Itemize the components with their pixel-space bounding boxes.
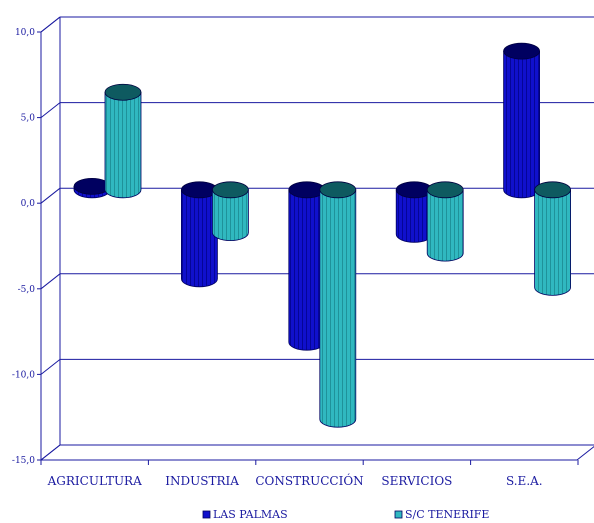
bar (534, 181, 571, 296)
bar (211, 181, 249, 241)
gridline-diag (40, 102, 61, 118)
category-label: AGRICULTURA (47, 474, 142, 488)
legend-label: LAS PALMAS (213, 508, 288, 521)
category-label: S.E.A. (506, 474, 543, 488)
y-axis-ticks: 10,0 5,0 0,0 -5,0 -10,0 -15,0 (12, 28, 41, 466)
bar-cap (503, 42, 540, 60)
bar (426, 181, 464, 262)
x-axis-categories: AGRICULTURA INDUSTRIA CONSTRUCCIÓN SERVICIO… (40, 460, 579, 488)
bar-cap (319, 181, 357, 199)
category-label: SERVICIOS (381, 474, 452, 488)
bars (73, 42, 571, 428)
bar-body (104, 91, 142, 199)
legend-label: S/C TENERIFE (405, 508, 489, 521)
y-tick-label: 0,0 (21, 199, 36, 209)
floor-right-edge (576, 445, 594, 461)
legend-swatch (394, 510, 403, 519)
bar (73, 177, 111, 199)
gridline-diag (40, 359, 61, 375)
gridline-diag (40, 444, 61, 461)
bar-body (503, 50, 540, 199)
y-tick-label: 10,0 (15, 28, 35, 38)
bar-cap (534, 181, 571, 199)
y-tick-label: -10,0 (12, 370, 35, 380)
legend: LAS PALMAS S/C TENERIFE (202, 508, 489, 521)
bar-cap (426, 181, 464, 199)
bar-body (534, 189, 571, 296)
gridline-diag (40, 187, 61, 204)
bar (180, 181, 218, 288)
bar-cap (104, 83, 142, 101)
gridline-diag (40, 273, 61, 290)
y-tick-label: 5,0 (21, 114, 36, 124)
bar (319, 181, 357, 428)
legend-swatch (202, 510, 211, 519)
bar (503, 42, 540, 199)
category-label: CONSTRUCCIÓN (255, 472, 363, 488)
category-label: INDUSTRIA (165, 474, 239, 488)
bar-body (319, 189, 357, 428)
bar-body (426, 189, 464, 262)
bar-cap (211, 181, 249, 199)
bar-body (212, 189, 249, 241)
bar-body (181, 189, 218, 288)
y-tick-label: -5,0 (18, 285, 36, 295)
bar (104, 83, 142, 199)
gridline-diag (40, 16, 61, 33)
y-tick-label: -15,0 (12, 456, 35, 466)
